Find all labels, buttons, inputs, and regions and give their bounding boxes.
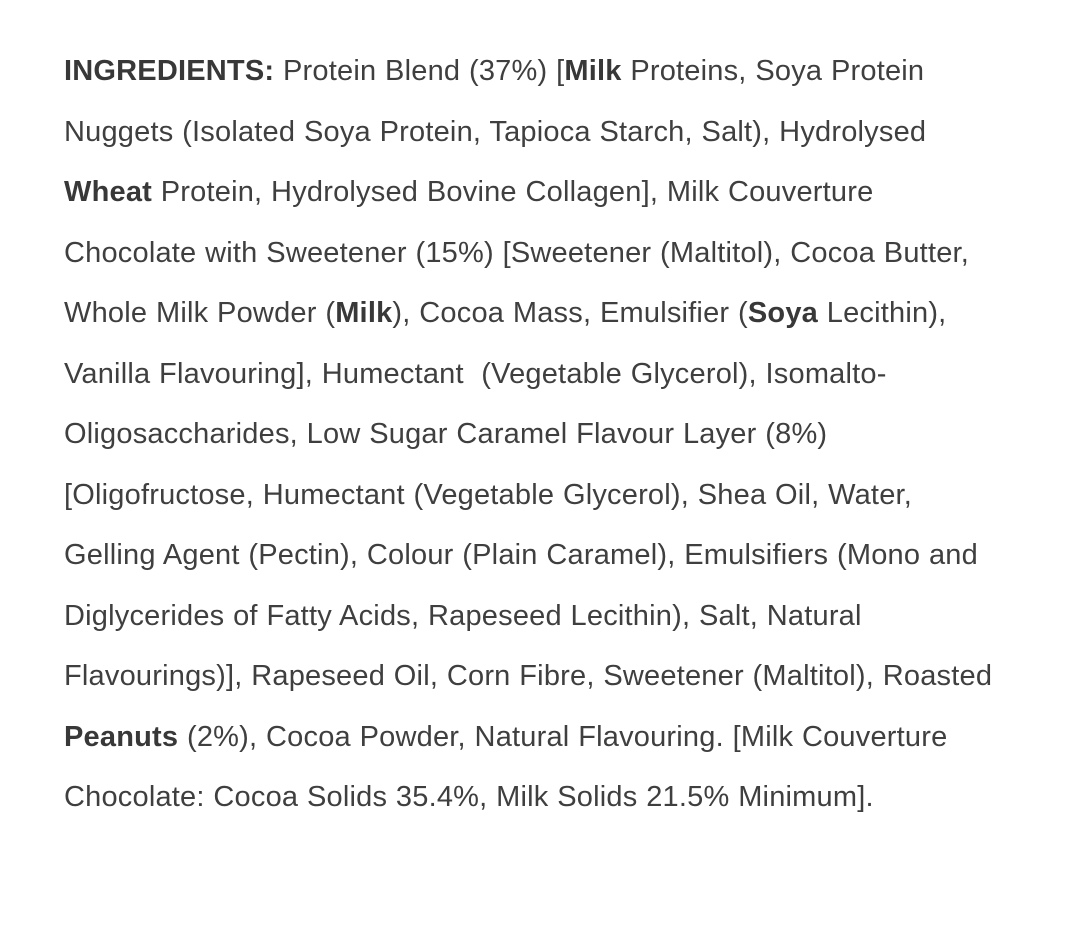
ingredient-bold-term: Milk (564, 55, 622, 87)
ingredient-bold-term: Wheat (64, 176, 152, 208)
ingredient-bold-term: INGREDIENTS: (64, 55, 275, 87)
ingredient-text: ), Cocoa Mass, Emulsifier ( (392, 297, 748, 329)
ingredient-bold-term: Soya (747, 297, 819, 329)
ingredient-text: (2%), Cocoa Powder, Natural Flavouring. … (64, 720, 957, 814)
ingredient-bold-term: Peanuts (64, 720, 179, 753)
ingredients-paragraph: INGREDIENTS: Protein Blend (37%) [Milk P… (64, 55, 1001, 814)
ingredient-bold-term: Milk (335, 297, 393, 329)
ingredient-text: Protein Blend (37%) [ (274, 55, 565, 87)
ingredient-text: Protein, Hydrolysed Bovine Collagen], Mi… (64, 176, 978, 329)
ingredient-text: Lecithin), Vanilla Flavouring], Humectan… (64, 297, 1001, 692)
ingredient-text: Proteins, Soya Protein Nuggets (Isolated… (64, 55, 935, 148)
